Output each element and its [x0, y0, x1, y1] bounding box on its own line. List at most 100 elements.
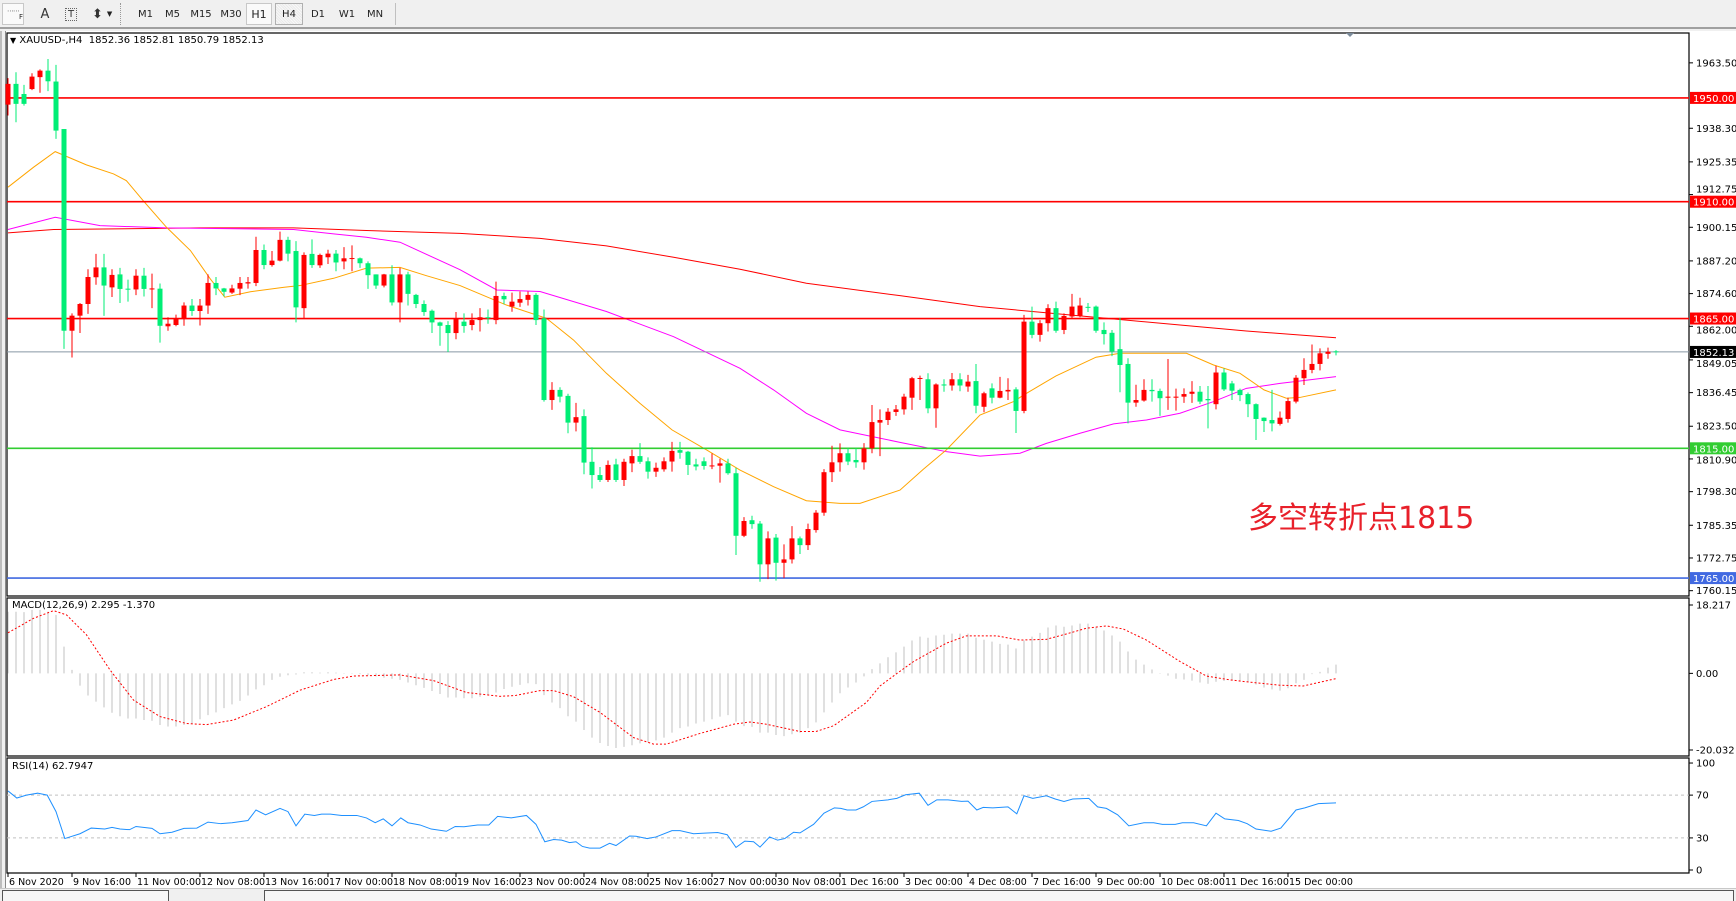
time-axis-label: 10 Dec 08:00 — [1161, 877, 1225, 888]
candle-bear — [645, 461, 651, 472]
candle-bear — [957, 379, 963, 386]
candle-bull — [661, 461, 667, 470]
candle-bear — [45, 70, 51, 82]
level-price-badge — [1690, 442, 1736, 455]
candle-bull — [1173, 396, 1179, 398]
candle-bull — [37, 70, 43, 78]
timeframe-h1[interactable]: H1 — [246, 3, 272, 25]
candle-bear — [1053, 308, 1059, 331]
text-label-icon[interactable]: T — [60, 3, 82, 25]
candle-bear — [141, 275, 147, 289]
bottom-tab-bar — [0, 888, 1736, 901]
candle-bear — [117, 274, 123, 289]
candle-bull — [133, 275, 139, 290]
candle-bull — [653, 467, 659, 472]
macd-signal-line — [7, 610, 1337, 745]
candle-bear — [597, 475, 603, 480]
timeframe-h4[interactable]: H4 — [275, 3, 303, 25]
candle-bull — [573, 417, 579, 423]
candle-bear — [333, 253, 339, 263]
candle-bear — [581, 416, 587, 463]
timeframe-w1[interactable]: W1 — [338, 8, 356, 20]
level-price-label: 1950.00 — [1693, 94, 1734, 105]
timeframe-m15[interactable]: M15 — [190, 8, 212, 20]
candle-bull — [1277, 417, 1283, 424]
candle-bear — [989, 388, 995, 398]
candle-bear — [125, 288, 131, 290]
timeframe-m30[interactable]: M30 — [220, 8, 242, 20]
candle-bull — [1293, 377, 1299, 402]
time-axis-label: 6 Nov 2020 — [9, 877, 64, 888]
candle-bear — [733, 473, 739, 536]
candle-bull — [1309, 363, 1315, 370]
level-price-badge — [1690, 572, 1736, 585]
candle-bear — [541, 318, 547, 401]
price-axis-label: 1810.90 — [1696, 455, 1736, 466]
candle-bear — [1117, 349, 1123, 365]
candle-bull — [477, 317, 483, 321]
timeframe-d1[interactable]: D1 — [310, 8, 326, 20]
candle-bear — [1085, 306, 1091, 308]
candle-bear — [261, 249, 267, 266]
candle-bull — [805, 529, 811, 546]
candle-bear — [853, 459, 859, 463]
chevron-down-icon[interactable]: ▼ — [106, 10, 113, 18]
candle-bull — [245, 282, 251, 284]
candle-bull — [981, 393, 987, 407]
candle-bear — [1149, 389, 1155, 392]
candle-bear — [357, 258, 363, 264]
timeframe-m5[interactable]: M5 — [165, 8, 180, 20]
candle-bear — [21, 93, 27, 104]
candle-bear — [1197, 391, 1203, 402]
level-price-label: 1815.00 — [1693, 444, 1734, 455]
chart-menu-triangle-icon[interactable]: ▼ — [10, 36, 17, 45]
chart-symbol: XAUUSD-,H4 — [19, 35, 83, 46]
time-axis-label: 7 Dec 16:00 — [1033, 877, 1091, 888]
candle-bull — [549, 389, 555, 401]
grid-properties-icon[interactable]: ⋯⋯ F — [2, 3, 24, 25]
candle-bull — [237, 282, 243, 289]
candle-bear — [421, 303, 427, 313]
current-price-badge — [1690, 345, 1736, 358]
time-axis-label: 13 Nov 16:00 — [265, 877, 329, 888]
chart-tab[interactable] — [2, 890, 169, 901]
time-axis-label: 4 Dec 08:00 — [969, 877, 1027, 888]
price-axis-label: 1862.00 — [1696, 326, 1736, 337]
time-axis-label: 11 Dec 16:00 — [1225, 877, 1289, 888]
candle-bull — [341, 258, 347, 262]
price-axis-label: 1798.30 — [1696, 487, 1736, 498]
text-icon[interactable]: A — [40, 6, 50, 22]
candle-bear — [437, 322, 443, 326]
candle-bull — [765, 538, 771, 565]
candle-bear — [749, 520, 755, 525]
time-axis-label: 27 Nov 00:00 — [713, 877, 777, 888]
price-axis-label: 1900.15 — [1696, 223, 1736, 234]
chart-ohlc: 1852.36 1852.81 1850.79 1852.13 — [88, 35, 264, 46]
timeframe-m1[interactable]: M1 — [138, 8, 153, 20]
candle-bear — [533, 294, 539, 321]
chart-tab[interactable] — [264, 890, 1734, 901]
candle-bear — [725, 463, 731, 474]
candle-bull — [621, 461, 627, 480]
macd-axis-label: 0.00 — [1696, 669, 1718, 680]
candle-bear — [445, 325, 451, 334]
toolbar-separator — [395, 3, 396, 25]
candle-bull — [1181, 394, 1187, 397]
candle-bear — [13, 83, 19, 104]
candle-bear — [1093, 306, 1099, 331]
candle-bull — [469, 320, 475, 326]
candle-bull — [269, 260, 275, 266]
candle-bear — [557, 389, 563, 397]
candle-bull — [181, 305, 187, 320]
price-axis-label: 1963.50 — [1696, 58, 1736, 69]
candle-bull — [901, 396, 907, 410]
timeframe-mn[interactable]: MN — [366, 8, 384, 20]
chart-shift-marker-icon[interactable] — [1346, 33, 1354, 37]
candle-bear — [1109, 332, 1115, 352]
arrows-icon[interactable]: ⬍ ▼ — [92, 6, 113, 22]
candle-bull — [1301, 369, 1307, 379]
candle-bear — [941, 384, 947, 386]
level-price-badge — [1690, 91, 1736, 104]
candle-bear — [773, 537, 779, 563]
